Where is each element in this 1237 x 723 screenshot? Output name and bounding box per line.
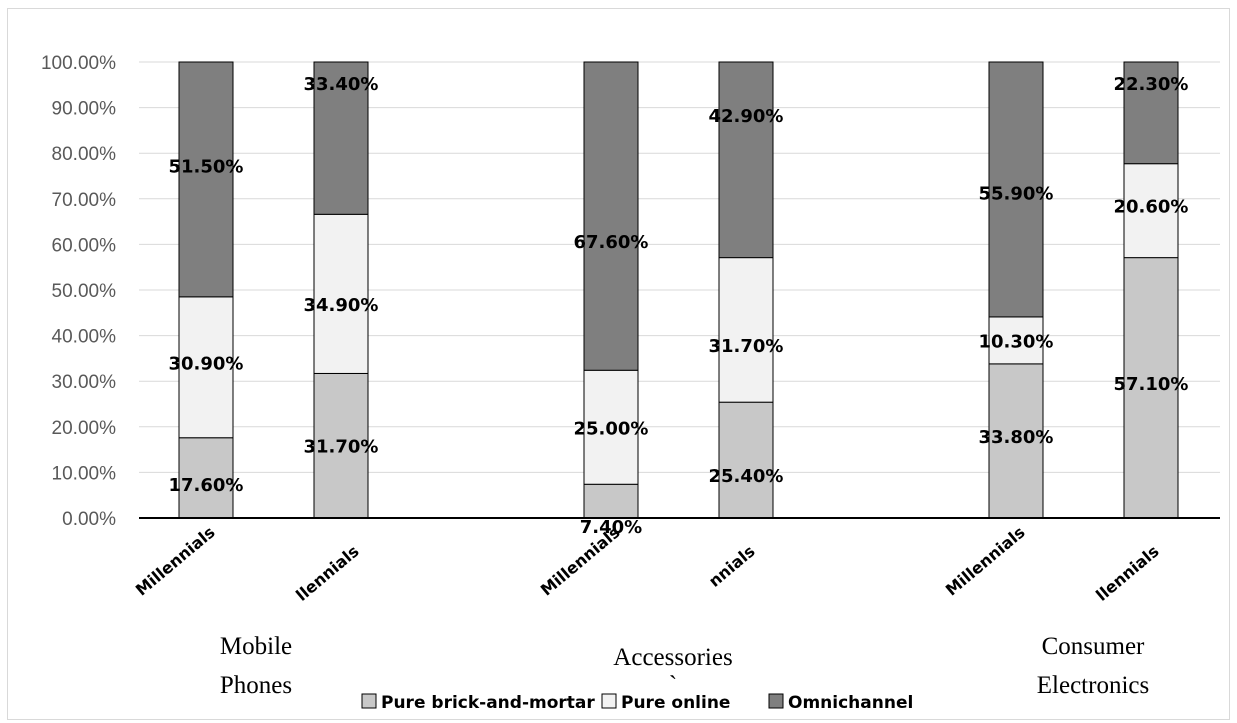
group-labels: Mobile Phones Accessories` Consumer Electron… [220,633,1149,699]
group-label-line1: Consumer [1042,633,1145,660]
data-label: 30.90% [169,353,244,374]
y-tick-label: 50.00% [52,281,117,302]
bar-segment [583,61,639,371]
legend-swatch [361,693,377,709]
group-label-line2: Electronics [1037,672,1149,699]
data-label: 57.10% [1114,374,1189,395]
data-label: 31.70% [304,437,379,458]
x-category-label: Millennials [942,523,1029,600]
bar-segment [178,296,234,439]
y-tick-label: 70.00% [52,190,117,211]
bar-segment [988,61,1044,318]
data-label: 33.80% [979,427,1054,448]
data-label: 7.40% [580,517,642,538]
data-label: 25.00% [574,418,649,439]
bars [178,61,1179,519]
group-label-line1: Accessories [613,644,732,671]
bar-segment [718,257,774,403]
y-tick-label: 30.00% [52,372,117,393]
y-tick-label: 0.00% [62,509,116,530]
legend-label: Pure brick-and-mortar [381,693,595,713]
data-label: 42.90% [709,106,784,127]
group-label-line1: Mobile [220,633,292,660]
chart-frame [7,8,1230,720]
group-label-line2: ` [669,672,677,699]
legend-swatch [768,693,784,709]
data-label: 22.30% [1114,74,1189,95]
bar-segment [583,369,639,485]
data-label: 55.90% [979,183,1054,204]
data-label: 31.70% [709,336,784,357]
y-tick-label: 60.00% [52,235,117,256]
x-category-label: Millennials [132,523,219,600]
legend: Pure brick-and-mortar Pure online Omnichan… [361,693,913,713]
data-label: 51.50% [169,156,244,177]
data-label: 33.40% [304,74,379,95]
y-tick-label: 80.00% [52,144,117,165]
bar-segment [178,437,234,519]
bar-segment [178,61,234,298]
x-category-label: llennials [1092,542,1162,605]
y-tick-label: 100.00% [41,53,116,74]
bar-segment [313,213,369,374]
bar-segment [313,61,369,215]
bar-segment [988,316,1044,365]
y-tick-label: 20.00% [52,418,117,439]
bar-segment [313,372,369,519]
group-label-line2: Phones [220,672,292,699]
legend-label: Pure online [621,693,730,713]
y-tick-label: 90.00% [52,99,117,120]
x-category-label: nnials [705,542,759,591]
y-axis-ticks: 0.00% 10.00% 20.00% 30.00% 40.00% 50.00% 60.00… [41,53,116,530]
bar-segment [988,363,1044,519]
legend-label: Omnichannel [788,693,913,713]
bar-segment [583,483,639,519]
legend-swatch [601,693,617,709]
data-labels: 17.60% 30.90% 51.50% 31.70% 34.90% 33.40% 7.40… [169,74,1189,538]
y-tick-label: 10.00% [52,463,117,484]
x-category-label: llennials [292,542,362,605]
bar-segment [718,61,774,259]
bar-segment [718,401,774,519]
y-tick-label: 40.00% [52,327,117,348]
bar-segment [1123,61,1179,165]
gridlines [139,61,1220,473]
data-label: 67.60% [574,232,649,253]
data-label: 10.30% [979,331,1054,352]
bar-segment [1123,163,1179,259]
bar-segment [1123,257,1179,519]
data-label: 17.60% [169,475,244,496]
data-label: 25.40% [709,466,784,487]
data-label: 20.60% [1114,197,1189,218]
data-label: 34.90% [304,295,379,316]
x-axis-category-labels: Millennials llennials Millennials nnials Mil… [132,523,1163,605]
